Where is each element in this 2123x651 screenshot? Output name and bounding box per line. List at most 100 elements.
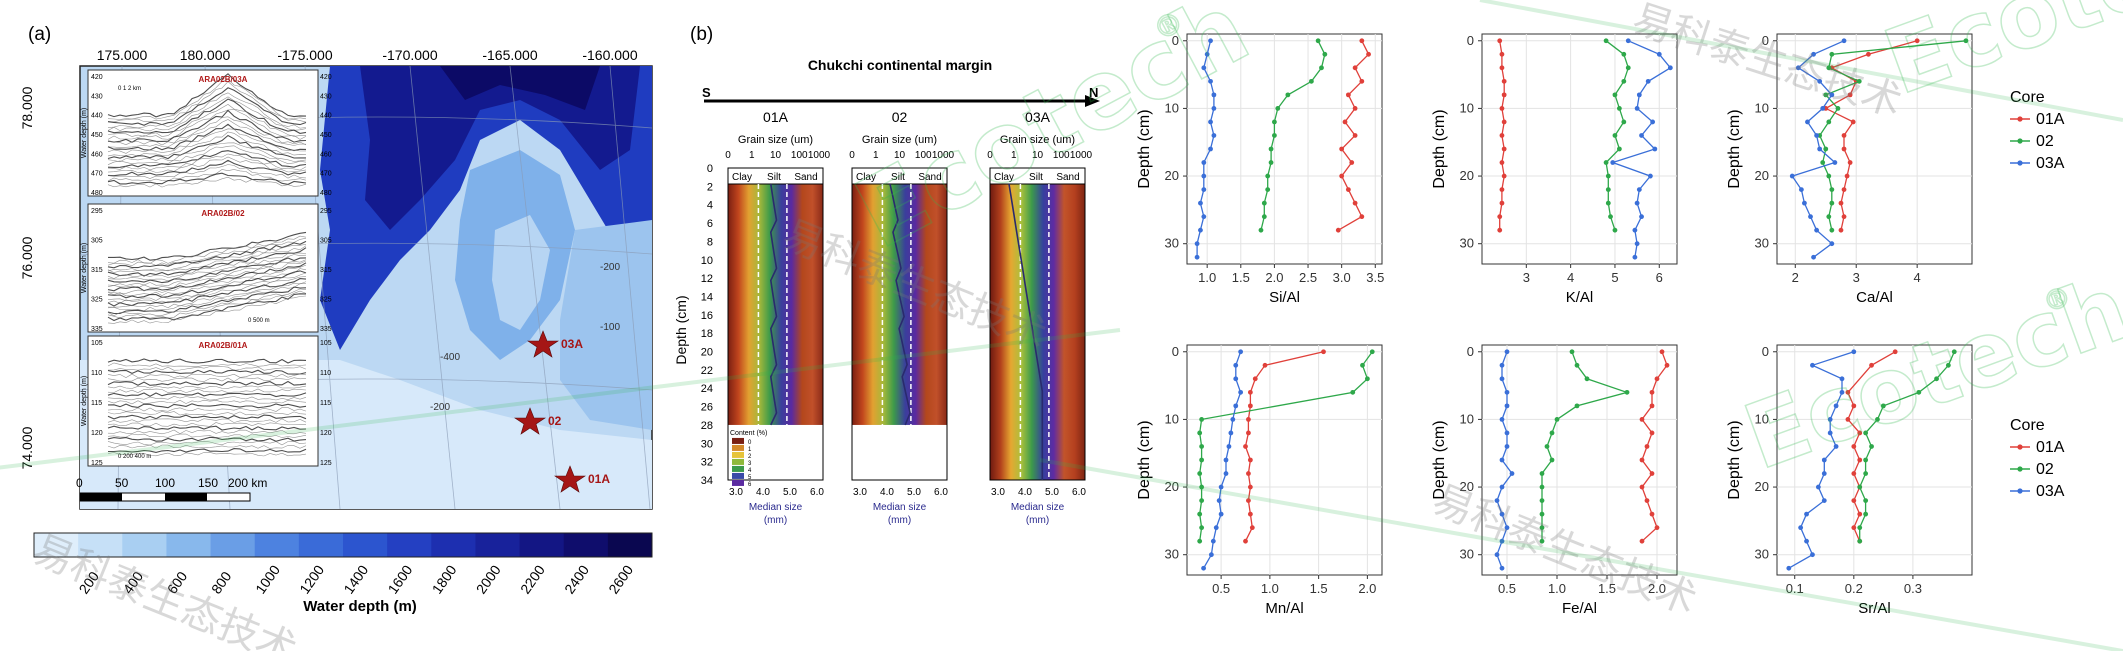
data-point <box>1610 160 1616 165</box>
y-tick-label: 10 <box>1165 411 1179 426</box>
data-point <box>1339 146 1345 152</box>
x-tick-label: 0.5 <box>1498 581 1516 596</box>
reflector-line <box>107 429 307 435</box>
x-axis-label: Ca/Al <box>1856 289 1893 306</box>
core-name: 01A <box>763 109 789 125</box>
data-point <box>1544 444 1550 449</box>
reflector-line <box>107 260 307 289</box>
data-point <box>1851 403 1857 409</box>
class-label: Sand <box>794 172 817 183</box>
class-label: Silt <box>1029 172 1043 183</box>
y-tick-label: 0 <box>1762 33 1769 48</box>
reflector-line <box>107 153 307 171</box>
class-label: Clay <box>732 172 752 183</box>
data-point <box>1499 65 1505 71</box>
depth-tick: 32 <box>701 457 713 469</box>
reflector-line <box>107 358 307 364</box>
grain-size-label: Grain size (um) <box>738 134 813 146</box>
data-point <box>1198 200 1203 206</box>
data-point <box>1810 552 1815 558</box>
data-point <box>1838 200 1844 206</box>
data-point <box>1352 133 1358 138</box>
legend-label: 03A <box>2036 155 2065 172</box>
depth-tick: 34 <box>701 475 713 487</box>
data-point <box>1649 471 1655 476</box>
data-point <box>1199 444 1205 449</box>
data-point <box>1833 403 1839 409</box>
colorbar-tick: 2200 <box>517 562 548 597</box>
data-point <box>1262 362 1268 368</box>
series-line <box>1847 351 1896 542</box>
reflector-line <box>107 92 307 129</box>
colorbar-swatch <box>254 533 300 557</box>
longitude-tick: -175.000 <box>277 47 332 63</box>
longitude-tick: 175.000 <box>97 47 148 63</box>
inset-tick-left: 460 <box>91 151 103 158</box>
reflector-line <box>107 268 307 297</box>
data-point <box>1359 78 1365 84</box>
data-point <box>1827 417 1833 422</box>
data-point <box>1218 511 1224 517</box>
data-point <box>1497 227 1503 233</box>
grain-tick: 100 <box>1053 150 1070 161</box>
data-point <box>1841 133 1847 138</box>
depth-tick: 8 <box>707 236 713 248</box>
data-point <box>1342 119 1348 125</box>
reflector-line <box>107 392 307 398</box>
data-point <box>1632 254 1638 260</box>
data-point <box>1786 565 1792 571</box>
colorbar-swatch <box>343 533 388 557</box>
data-point <box>1634 241 1640 247</box>
panel-b-grain-size: (b) Chukchi continental margin S N Depth… <box>673 24 1100 526</box>
data-point <box>1650 119 1656 125</box>
colorbar-tick: 2600 <box>605 562 636 597</box>
data-point <box>1914 38 1920 44</box>
inset-tick-right: 440 <box>320 113 332 120</box>
map-deepest-zone <box>440 66 600 110</box>
chart-ca-al: 2 3 4 0 10 20 30 Ca/Al Depth (cm) <box>1726 33 1973 306</box>
inset-tick-right: 115 <box>320 400 331 407</box>
data-point <box>1632 227 1638 233</box>
data-point <box>1798 525 1804 531</box>
median-tick: 3.0 <box>853 487 867 498</box>
grain-tick: 10 <box>1032 150 1044 161</box>
data-point <box>1820 106 1826 111</box>
data-point <box>1639 484 1645 490</box>
data-point <box>1605 200 1611 206</box>
station-star-icon <box>554 465 586 493</box>
data-point <box>1951 349 1957 355</box>
data-point <box>1315 38 1321 44</box>
inset-title: ARA02B/01A <box>199 341 248 350</box>
watermark-stripe <box>1039 458 2123 651</box>
data-point <box>1869 444 1874 449</box>
data-point <box>1659 349 1665 355</box>
panel-a-label: (a) <box>28 24 51 45</box>
inset-tick-left: 120 <box>91 430 103 437</box>
y-tick-label: 0 <box>1172 344 1179 359</box>
data-point <box>1504 389 1510 395</box>
arrow-head-icon <box>1085 95 1100 107</box>
data-point <box>1198 227 1203 233</box>
data-point <box>1866 51 1871 57</box>
inset-scale: 0 200 400 m <box>118 454 151 460</box>
data-point <box>1857 430 1863 436</box>
reflector-line <box>107 247 307 277</box>
data-point <box>1539 498 1545 503</box>
plot-area <box>1186 344 1383 576</box>
data-point <box>1539 484 1545 490</box>
data-point <box>1499 133 1505 138</box>
inset-tick-right: 105 <box>320 340 332 347</box>
reflector-line <box>107 425 307 431</box>
data-point <box>1851 349 1857 355</box>
series-02 <box>1857 349 1957 544</box>
data-point <box>1246 498 1251 503</box>
x-axis-label: Si/Al <box>1269 289 1300 306</box>
reflector-line <box>107 262 307 292</box>
map-plateau <box>492 215 550 330</box>
median-tick: 5.0 <box>783 487 797 498</box>
panel-b-label: (b) <box>690 24 713 45</box>
x-tick-label: 0.3 <box>1904 581 1922 596</box>
reflector-line <box>107 410 307 416</box>
reflector-line <box>107 281 307 309</box>
